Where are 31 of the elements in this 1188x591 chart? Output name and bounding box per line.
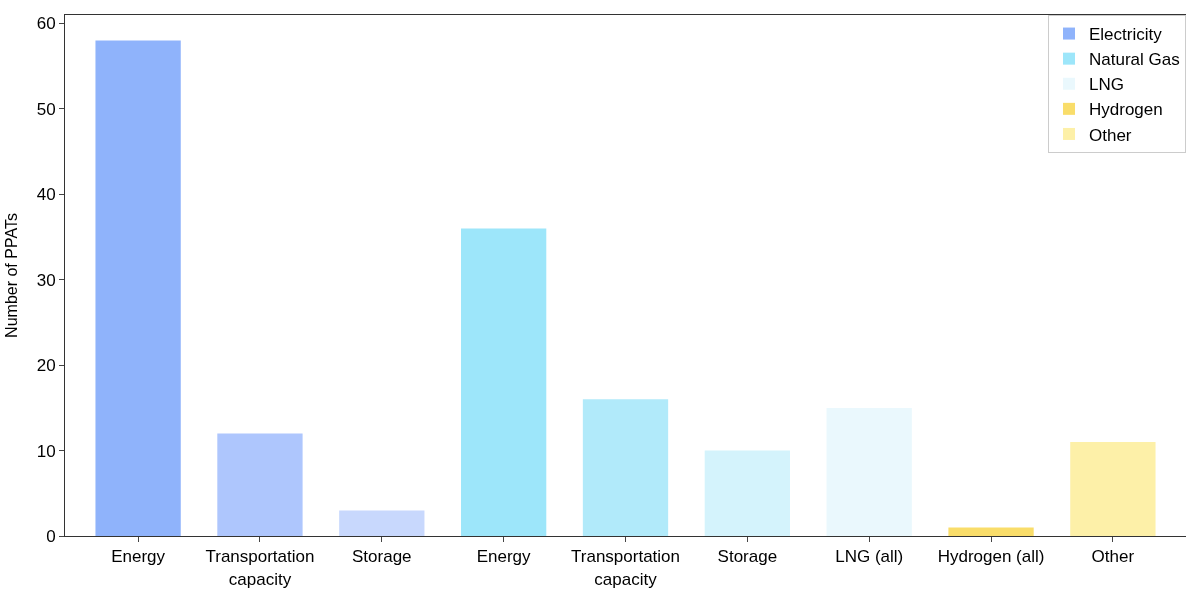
bar (217, 433, 303, 536)
x-tick-label: Hydrogen (all) (937, 547, 1045, 567)
bar (461, 228, 547, 536)
y-tick-label: 0 (46, 526, 56, 546)
bar (704, 450, 790, 536)
legend-label: Electricity (1089, 25, 1163, 45)
legend-label: LNG (1089, 75, 1124, 95)
x-tick-label: Storage (352, 547, 412, 567)
y-tick-label: 10 (36, 441, 56, 461)
bar (95, 40, 181, 536)
legend-label: Hydrogen (1089, 100, 1163, 120)
x-tick-label: LNG (all) (835, 547, 904, 567)
x-tick-label: Transportation capacity (205, 547, 315, 589)
bar (1070, 442, 1156, 536)
bar (826, 407, 912, 536)
x-tick-label: Storage (717, 547, 778, 567)
y-tick-label: 20 (36, 356, 56, 376)
legend-label: Other (1089, 125, 1132, 145)
bar (948, 527, 1034, 536)
y-tick-label: 40 (36, 185, 56, 205)
legend-label: Natural Gas (1089, 50, 1180, 70)
bar (339, 510, 425, 536)
y-axis-title: Number of PPATs (2, 213, 20, 338)
x-tick-label: Other (1091, 547, 1135, 567)
y-tick-label: 60 (36, 14, 56, 34)
x-tick-label: Energy (111, 547, 166, 567)
y-tick-label: 30 (36, 270, 56, 290)
y-tick-label: 50 (36, 99, 56, 119)
x-tick-label: Energy (476, 547, 532, 567)
bar (582, 399, 669, 536)
x-tick-label: Transportation capacity (571, 547, 680, 589)
